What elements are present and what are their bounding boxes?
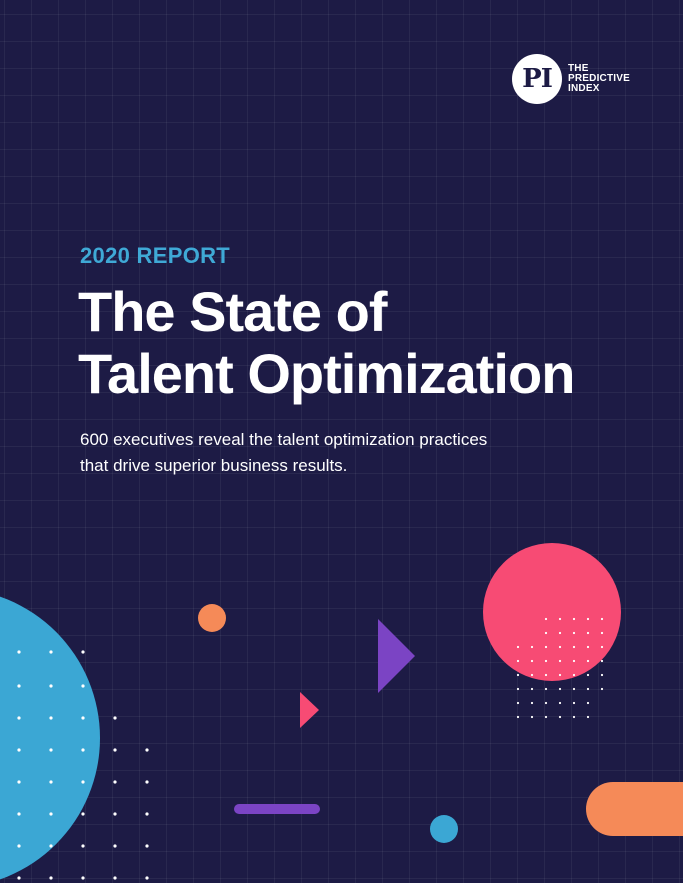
dot xyxy=(516,701,520,705)
dot xyxy=(145,780,149,784)
dot xyxy=(516,687,520,691)
dot xyxy=(81,650,85,654)
dot xyxy=(586,673,590,677)
blue-semicircle-shape xyxy=(0,588,100,883)
dot xyxy=(530,701,534,705)
report-title-line2: Talent Optimization xyxy=(78,342,575,405)
dot xyxy=(586,687,590,691)
dot xyxy=(145,748,149,752)
pi-logo-mark: PI xyxy=(512,54,562,104)
dot xyxy=(544,715,548,719)
dot xyxy=(558,701,562,705)
dot xyxy=(145,812,149,816)
dot xyxy=(572,701,576,705)
dot xyxy=(516,715,520,719)
dot xyxy=(586,701,590,705)
dot xyxy=(558,687,562,691)
dot xyxy=(145,876,149,880)
predictive-index-logo: PI THE PREDICTIVE INDEX xyxy=(512,54,630,104)
logo-wordmark-line2: PREDICTIVE xyxy=(568,73,631,84)
dot xyxy=(81,876,85,880)
dot xyxy=(49,876,53,880)
dot xyxy=(113,812,117,816)
dot xyxy=(572,687,576,691)
report-year-label: 2020 REPORT xyxy=(80,243,231,268)
dot xyxy=(113,780,117,784)
dot xyxy=(530,715,534,719)
dot xyxy=(81,812,85,816)
purple-bar-shape xyxy=(234,804,320,814)
logo-wordmark: THE PREDICTIVE INDEX xyxy=(568,64,630,94)
logo-wordmark-line3: INDEX xyxy=(568,83,600,94)
dot xyxy=(600,673,604,677)
report-subtitle-line2: that drive superior business results. xyxy=(80,456,348,475)
orange-pill-shape xyxy=(586,782,683,836)
report-title: The State of Talent Optimization xyxy=(78,280,575,405)
dot xyxy=(81,844,85,848)
dot xyxy=(516,673,520,677)
report-title-line1: The State of xyxy=(78,280,387,343)
dot xyxy=(572,715,576,719)
pink-triangle-shape xyxy=(300,692,319,728)
purple-triangle-shape xyxy=(378,619,415,693)
dot xyxy=(17,876,21,880)
report-subtitle-line1: 600 executives reveal the talent optimiz… xyxy=(80,430,488,449)
logo-wordmark-line1: THE xyxy=(568,63,589,74)
orange-dot-shape xyxy=(198,604,226,632)
dot xyxy=(113,716,117,720)
dot xyxy=(558,715,562,719)
dot xyxy=(113,876,117,880)
report-subtitle: 600 executives reveal the talent optimiz… xyxy=(80,427,550,479)
dot xyxy=(113,748,117,752)
dot xyxy=(530,687,534,691)
dot xyxy=(544,701,548,705)
dot xyxy=(145,844,149,848)
pink-circle-shape xyxy=(483,543,621,681)
dot xyxy=(600,687,604,691)
dot xyxy=(544,687,548,691)
dot xyxy=(586,715,590,719)
dot xyxy=(113,844,117,848)
blue-dot-shape xyxy=(430,815,458,843)
